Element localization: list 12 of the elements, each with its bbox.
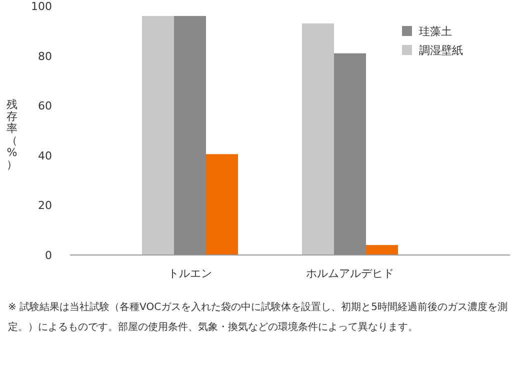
ytick: 80 — [38, 50, 52, 63]
text: ※ 試験結果は当社試験（各種VOCガスを入れた袋の中に試験体を設置し、初期と5時間経過前後のガス濃度を測定。）によるものです。部屋の使用条件、気象・換気などの環境条件によって異なります。 — [8, 300, 508, 335]
ytick: 100 — [31, 0, 52, 13]
legend-label: 調湿壁紙 — [419, 44, 463, 57]
ytick: 0 — [45, 249, 52, 262]
legend-label: 珪藻土 — [419, 25, 452, 38]
ylabel: 残存率（%） — [6, 98, 18, 171]
ytick: 40 — [38, 149, 52, 162]
xtick: ホルムアルデヒド — [306, 267, 394, 280]
ytick: 60 — [38, 100, 52, 113]
xtick: トルエン — [168, 267, 212, 280]
ytick: 20 — [38, 199, 52, 212]
